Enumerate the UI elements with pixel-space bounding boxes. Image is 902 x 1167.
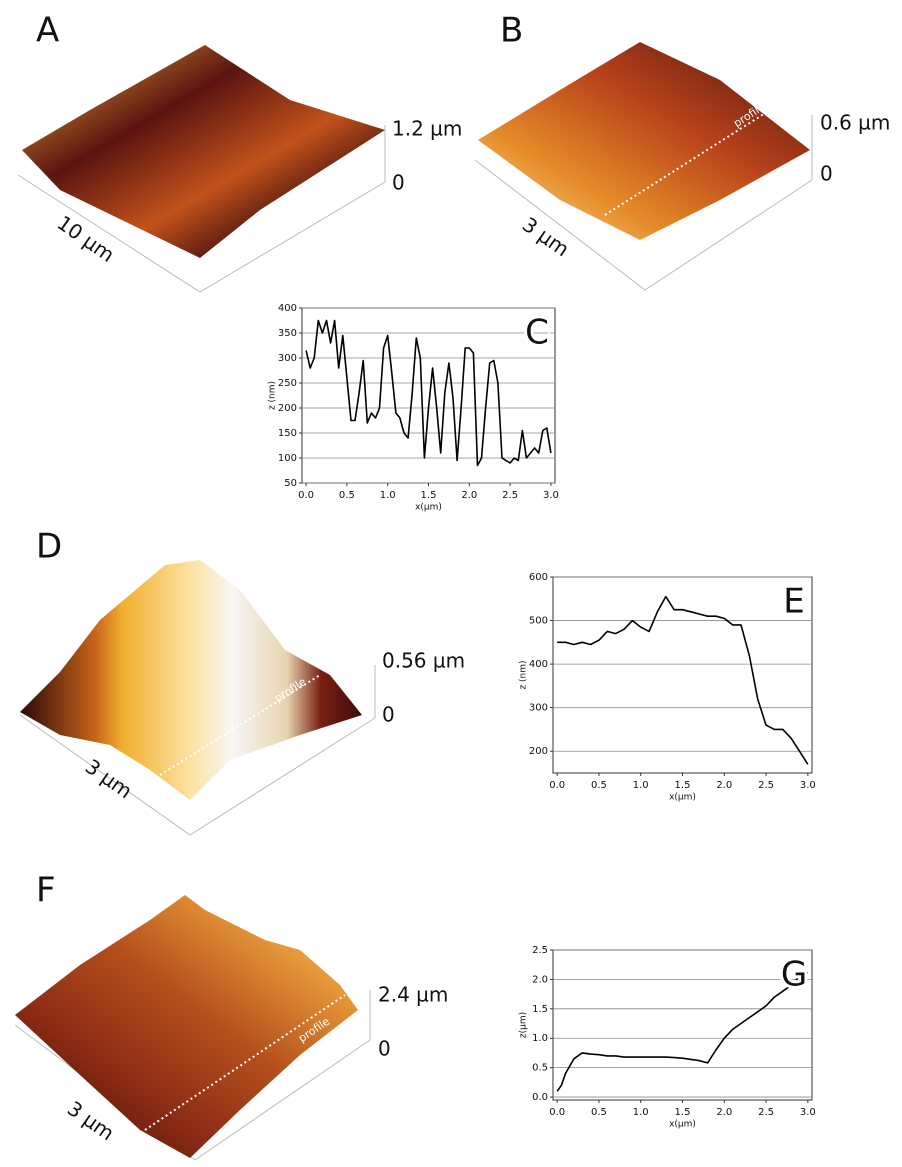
figure: A 1.2 µm 0 10 µm profile B 0.6 µm 0 3 µm… <box>0 0 902 1167</box>
x-tick-label: 0.0 <box>549 780 565 791</box>
y-tick-label: 2.0 <box>532 974 548 985</box>
x-axis-label: x(µm) <box>669 793 696 803</box>
x-tick-label: 0.5 <box>339 490 355 501</box>
panel-label: F <box>36 871 56 911</box>
panel-label: E <box>783 582 804 622</box>
y-tick-label: 2.5 <box>532 945 548 956</box>
y-tick-label: 1.5 <box>532 1004 548 1015</box>
x-tick-label: 1.0 <box>633 780 649 791</box>
y-tick-label: 400 <box>529 659 548 670</box>
y-tick-label: 100 <box>278 453 297 464</box>
y-axis-label: z (nm) <box>268 381 278 410</box>
y-tick-label: 350 <box>278 328 297 339</box>
panel-label: G <box>781 955 807 995</box>
scale-bottom: 0 <box>392 171 405 195</box>
y-tick-label: 300 <box>278 353 297 364</box>
x-tick-label: 2.0 <box>716 780 732 791</box>
y-tick-label: 50 <box>284 478 297 489</box>
scale-top: 0.6 µm <box>820 111 890 135</box>
x-tick-label: 3.0 <box>543 490 559 501</box>
x-axis-label: x(µm) <box>669 1120 696 1130</box>
plot-frame <box>553 950 812 1100</box>
y-axis-label: z(µm) <box>519 1012 529 1038</box>
surface <box>478 42 810 240</box>
x-tick-label: 2.5 <box>758 1107 774 1118</box>
surface <box>20 560 362 800</box>
panel-label: B <box>500 11 523 51</box>
x-axis-label: x(µm) <box>415 503 442 513</box>
y-tick-label: 0.0 <box>532 1092 548 1103</box>
y-tick-label: 500 <box>529 616 548 627</box>
x-tick-label: 1.0 <box>380 490 396 501</box>
panel-label: C <box>525 313 549 353</box>
y-axis-label: z (nm) <box>519 660 529 689</box>
plot-frame <box>302 308 555 483</box>
size-label: 3 µm <box>63 1096 119 1145</box>
size-label: 3 µm <box>81 754 137 803</box>
size-label: 3 µm <box>518 212 574 261</box>
x-tick-label: 2.0 <box>461 490 477 501</box>
panel-a: A 1.2 µm 0 10 µm <box>18 11 462 293</box>
y-tick-label: 1.0 <box>532 1033 548 1044</box>
x-tick-label: 1.5 <box>675 780 691 791</box>
y-tick-label: 200 <box>278 403 297 414</box>
scale-top: 0.56 µm <box>382 649 465 673</box>
panel-d: profile D 0.56 µm 0 3 µm <box>20 527 465 836</box>
y-tick-label: 600 <box>529 572 548 583</box>
y-tick-label: 200 <box>529 746 548 757</box>
panel-label: D <box>36 527 62 567</box>
x-tick-label: 2.5 <box>758 780 774 791</box>
y-tick-label: 0.5 <box>532 1063 548 1074</box>
scale-bottom: 0 <box>378 1037 391 1061</box>
panel-f: profile F 2.4 µm 0 3 µm <box>15 871 448 1161</box>
scale-bottom: 0 <box>820 162 833 186</box>
x-tick-label: 2.5 <box>502 490 518 501</box>
scale-bottom: 0 <box>382 703 395 727</box>
x-tick-label: 3.0 <box>800 780 816 791</box>
y-tick-label: 150 <box>278 428 297 439</box>
panel-b: profile B 0.6 µm 0 3 µm <box>475 11 890 291</box>
x-tick-label: 0.0 <box>298 490 314 501</box>
plot-frame <box>553 577 812 773</box>
panel-label: A <box>36 11 59 51</box>
scale-top: 2.4 µm <box>378 983 448 1007</box>
y-tick-label: 250 <box>278 378 297 389</box>
y-tick-label: 300 <box>529 703 548 714</box>
y-tick-label: 400 <box>278 303 297 314</box>
scale-top: 1.2 µm <box>392 117 462 141</box>
x-tick-label: 3.0 <box>800 1107 816 1118</box>
x-tick-label: 0.5 <box>591 1107 607 1118</box>
x-tick-label: 2.0 <box>716 1107 732 1118</box>
x-tick-label: 0.0 <box>549 1107 565 1118</box>
x-tick-label: 1.5 <box>421 490 437 501</box>
x-tick-label: 1.5 <box>675 1107 691 1118</box>
x-tick-label: 1.0 <box>633 1107 649 1118</box>
x-tick-label: 0.5 <box>591 780 607 791</box>
